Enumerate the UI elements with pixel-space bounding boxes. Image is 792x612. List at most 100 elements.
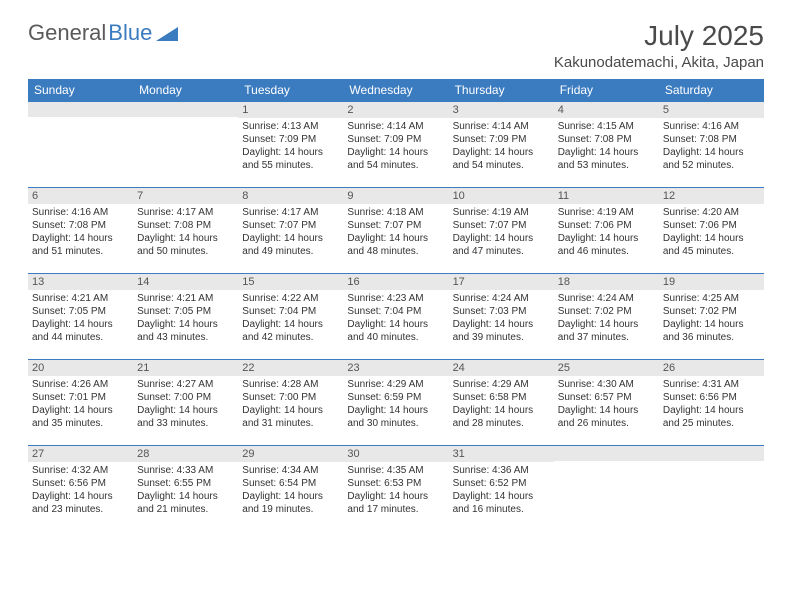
day-number: 13 [28, 273, 133, 290]
daylight-text: Daylight: 14 hours and 35 minutes. [32, 404, 129, 430]
daylight-text: Daylight: 14 hours and 43 minutes. [137, 318, 234, 344]
calendar-row: 13Sunrise: 4:21 AMSunset: 7:05 PMDayligh… [28, 273, 764, 359]
sunrise-text: Sunrise: 4:14 AM [453, 120, 550, 133]
calendar-cell: 8 Sunrise: 4:17 AMSunset: 7:07 PMDaylight… [238, 187, 343, 273]
title-block: July 2025 Kakunodatemachi, Akita, Japan [554, 20, 764, 71]
day-details: Sunrise: 4:35 AMSunset: 6:53 PMDaylight:… [347, 464, 444, 516]
sunset-text: Sunset: 7:02 PM [558, 305, 655, 318]
empty-day [28, 101, 133, 117]
sunrise-text: Sunrise: 4:21 AM [32, 292, 129, 305]
daylight-text: Daylight: 14 hours and 42 minutes. [242, 318, 339, 344]
daylight-text: Daylight: 14 hours and 55 minutes. [242, 146, 339, 172]
sunrise-text: Sunrise: 4:30 AM [558, 378, 655, 391]
calendar-cell: 23 Sunrise: 4:29 AMSunset: 6:59 PMDayligh… [343, 359, 448, 445]
day-number: 23 [343, 359, 448, 376]
col-thursday: Thursday [449, 79, 554, 101]
day-number: 9 [343, 187, 448, 204]
daylight-text: Daylight: 14 hours and 26 minutes. [558, 404, 655, 430]
sunrise-text: Sunrise: 4:29 AM [347, 378, 444, 391]
day-number: 7 [133, 187, 238, 204]
calendar-cell: 21Sunrise: 4:27 AMSunset: 7:00 PMDayligh… [133, 359, 238, 445]
sunset-text: Sunset: 7:08 PM [32, 219, 129, 232]
daylight-text: Daylight: 14 hours and 50 minutes. [137, 232, 234, 258]
calendar-table: Sunday Monday Tuesday Wednesday Thursday… [28, 79, 764, 531]
daylight-text: Daylight: 14 hours and 28 minutes. [453, 404, 550, 430]
sunrise-text: Sunrise: 4:21 AM [137, 292, 234, 305]
sunrise-text: Sunrise: 4:19 AM [453, 206, 550, 219]
day-number: 4 [554, 101, 659, 118]
sunset-text: Sunset: 6:55 PM [137, 477, 234, 490]
sunset-text: Sunset: 7:09 PM [242, 133, 339, 146]
sunrise-text: Sunrise: 4:17 AM [137, 206, 234, 219]
day-number: 28 [133, 445, 238, 462]
calendar-cell: 30Sunrise: 4:35 AMSunset: 6:53 PMDayligh… [343, 445, 448, 531]
sunset-text: Sunset: 6:54 PM [242, 477, 339, 490]
day-number: 10 [449, 187, 554, 204]
daylight-text: Daylight: 14 hours and 17 minutes. [347, 490, 444, 516]
daylight-text: Daylight: 14 hours and 23 minutes. [32, 490, 129, 516]
day-number: 8 [238, 187, 343, 204]
daylight-text: Daylight: 14 hours and 25 minutes. [663, 404, 760, 430]
daylight-text: Daylight: 14 hours and 16 minutes. [453, 490, 550, 516]
day-details: Sunrise: 4:19 AMSunset: 7:07 PMDaylight:… [453, 206, 550, 258]
sunset-text: Sunset: 6:53 PM [347, 477, 444, 490]
day-number: 19 [659, 273, 764, 290]
day-details: Sunrise: 4:29 AMSunset: 6:59 PMDaylight:… [347, 378, 444, 430]
daylight-text: Daylight: 14 hours and 49 minutes. [242, 232, 339, 258]
calendar-cell: 26Sunrise: 4:31 AMSunset: 6:56 PMDayligh… [659, 359, 764, 445]
day-number: 20 [28, 359, 133, 376]
day-details: Sunrise: 4:19 AMSunset: 7:06 PMDaylight:… [558, 206, 655, 258]
sunrise-text: Sunrise: 4:28 AM [242, 378, 339, 391]
calendar-cell: 25Sunrise: 4:30 AMSunset: 6:57 PMDayligh… [554, 359, 659, 445]
day-details: Sunrise: 4:17 AMSunset: 7:07 PMDaylight:… [242, 206, 339, 258]
daylight-text: Daylight: 14 hours and 37 minutes. [558, 318, 655, 344]
sunrise-text: Sunrise: 4:18 AM [347, 206, 444, 219]
daylight-text: Daylight: 14 hours and 53 minutes. [558, 146, 655, 172]
calendar-cell: 31 Sunrise: 4:36 AMSunset: 6:52 PMDayligh… [449, 445, 554, 531]
calendar-cell: 27Sunrise: 4:32 AMSunset: 6:56 PMDayligh… [28, 445, 133, 531]
sunrise-text: Sunrise: 4:22 AM [242, 292, 339, 305]
calendar-cell [28, 101, 133, 187]
calendar-cell: 5Sunrise: 4:16 AMSunset: 7:08 PMDaylight… [659, 101, 764, 187]
daylight-text: Daylight: 14 hours and 46 minutes. [558, 232, 655, 258]
day-details: Sunrise: 4:36 AMSunset: 6:52 PMDaylight:… [453, 464, 550, 516]
sunset-text: Sunset: 7:00 PM [137, 391, 234, 404]
sunrise-text: Sunrise: 4:33 AM [137, 464, 234, 477]
sunrise-text: Sunrise: 4:19 AM [558, 206, 655, 219]
calendar-cell: 7Sunrise: 4:17 AMSunset: 7:08 PMDaylight… [133, 187, 238, 273]
calendar-cell: 13Sunrise: 4:21 AMSunset: 7:05 PMDayligh… [28, 273, 133, 359]
calendar-cell: 16Sunrise: 4:23 AMSunset: 7:04 PMDayligh… [343, 273, 448, 359]
calendar-cell: 17Sunrise: 4:24 AMSunset: 7:03 PMDayligh… [449, 273, 554, 359]
sunrise-text: Sunrise: 4:14 AM [347, 120, 444, 133]
daylight-text: Daylight: 14 hours and 30 minutes. [347, 404, 444, 430]
daylight-text: Daylight: 14 hours and 39 minutes. [453, 318, 550, 344]
day-number: 21 [133, 359, 238, 376]
sunset-text: Sunset: 7:06 PM [663, 219, 760, 232]
day-details: Sunrise: 4:21 AMSunset: 7:05 PMDaylight:… [137, 292, 234, 344]
daylight-text: Daylight: 14 hours and 40 minutes. [347, 318, 444, 344]
day-number: 26 [659, 359, 764, 376]
calendar-cell [554, 445, 659, 531]
sunset-text: Sunset: 6:52 PM [453, 477, 550, 490]
sunrise-text: Sunrise: 4:27 AM [137, 378, 234, 391]
day-details: Sunrise: 4:30 AMSunset: 6:57 PMDaylight:… [558, 378, 655, 430]
sunrise-text: Sunrise: 4:36 AM [453, 464, 550, 477]
sunrise-text: Sunrise: 4:17 AM [242, 206, 339, 219]
col-wednesday: Wednesday [343, 79, 448, 101]
daylight-text: Daylight: 14 hours and 48 minutes. [347, 232, 444, 258]
sunset-text: Sunset: 7:04 PM [242, 305, 339, 318]
day-details: Sunrise: 4:22 AMSunset: 7:04 PMDaylight:… [242, 292, 339, 344]
day-number: 3 [449, 101, 554, 118]
col-saturday: Saturday [659, 79, 764, 101]
day-details: Sunrise: 4:33 AMSunset: 6:55 PMDaylight:… [137, 464, 234, 516]
sunset-text: Sunset: 7:00 PM [242, 391, 339, 404]
daylight-text: Daylight: 14 hours and 19 minutes. [242, 490, 339, 516]
sunrise-text: Sunrise: 4:23 AM [347, 292, 444, 305]
daylight-text: Daylight: 14 hours and 45 minutes. [663, 232, 760, 258]
calendar-row: 1Sunrise: 4:13 AMSunset: 7:09 PMDaylight… [28, 101, 764, 187]
day-number: 31 [449, 445, 554, 462]
day-number: 16 [343, 273, 448, 290]
sunset-text: Sunset: 6:56 PM [663, 391, 760, 404]
calendar-cell: 2Sunrise: 4:14 AMSunset: 7:09 PMDaylight… [343, 101, 448, 187]
daylight-text: Daylight: 14 hours and 44 minutes. [32, 318, 129, 344]
